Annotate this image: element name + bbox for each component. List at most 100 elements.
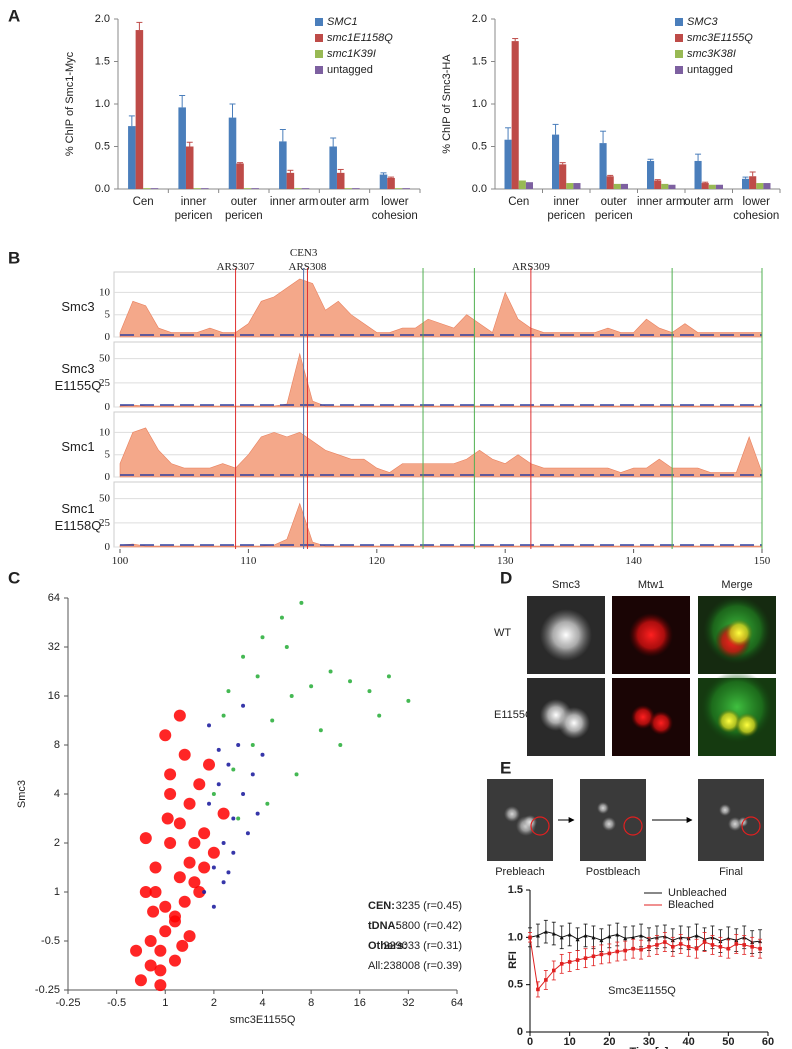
error-bar (702, 181, 709, 184)
legend-label: smc1K39I (327, 48, 376, 60)
point (647, 945, 651, 949)
scatter-point (216, 782, 221, 787)
y-tick-label: 1.0 (508, 931, 523, 943)
track-frame (113, 481, 763, 548)
bar (128, 126, 136, 189)
scatter-point (207, 723, 212, 728)
x-tick-label: 32 (402, 997, 414, 1009)
track-name-box: Smc3 (61, 299, 95, 314)
scatter-point (241, 654, 246, 659)
point (655, 943, 659, 947)
point (535, 933, 540, 938)
y-tick-label: 5 (105, 449, 111, 461)
x-tick-label: Cen (132, 196, 154, 208)
point (663, 940, 667, 944)
scatter-point (245, 831, 250, 836)
column-label: Merge (721, 579, 752, 591)
x-tick-label: 100 (112, 555, 129, 567)
bar (228, 117, 237, 189)
row-label: WT (494, 627, 511, 639)
line (529, 931, 761, 943)
bar (654, 180, 662, 189)
scatter-point (159, 925, 172, 938)
error-bar (607, 174, 614, 177)
scatter-point (338, 743, 343, 747)
legend-label: tDNA: (368, 920, 399, 932)
x-tick-label: inner arm (636, 196, 686, 208)
y-axis-label: % ChIP of Smc1-Myc (64, 51, 76, 156)
scatter-point (178, 895, 191, 908)
y-tick-label: 1.5 (472, 56, 487, 68)
scatter-point (318, 728, 323, 733)
signal-spot (717, 709, 741, 733)
bar (661, 183, 669, 189)
scatter-point (178, 748, 191, 761)
scatter-point (193, 886, 206, 898)
error-bar (136, 21, 143, 31)
point (544, 978, 548, 982)
x-tick-label: -0.5 (107, 997, 126, 1009)
signal-spot (504, 806, 520, 822)
error-bar (229, 103, 236, 118)
scatter-point (299, 600, 304, 605)
legend-stats: 229033 (r=0.31) (383, 940, 462, 952)
point (694, 933, 699, 938)
legend-swatch (315, 34, 323, 42)
error-bar (559, 162, 566, 165)
scatter-point (250, 772, 255, 777)
bar (518, 180, 526, 189)
point (536, 987, 540, 992)
track-name: Smc3 (61, 299, 95, 314)
scatter-point (147, 905, 160, 918)
point (734, 942, 739, 946)
bar (150, 188, 159, 189)
x-tick-label: 110 (240, 555, 257, 567)
x-tick-label: 120 (369, 555, 386, 567)
scatter-point (139, 832, 152, 845)
scatter-point (221, 713, 226, 718)
bar (243, 188, 252, 189)
coverage-area (119, 427, 763, 478)
scatter-point (173, 709, 186, 722)
x-tick-label-box: outer arm (320, 196, 369, 208)
y-tick-label: 0 (105, 331, 111, 343)
error-bar (749, 171, 756, 177)
point (575, 958, 580, 962)
x-tick-label: inner pericen (174, 196, 213, 222)
y-tick-label: 0.5 (508, 979, 523, 991)
signal-spot (523, 815, 537, 829)
y-tick-label: 2 (54, 837, 60, 849)
point (639, 947, 643, 952)
legend-swatch (675, 34, 683, 42)
point (694, 946, 699, 951)
scatter-point (159, 729, 172, 742)
y-tick-label: 0 (517, 1026, 523, 1038)
bar (236, 163, 244, 189)
x-axis-label: smc3E1155Q (230, 1014, 296, 1026)
point (623, 936, 628, 941)
coverage-area (119, 278, 763, 338)
scatter-point (367, 689, 372, 694)
bar (559, 164, 567, 189)
y-tick-label: 2.0 (95, 13, 110, 25)
bar (701, 183, 709, 189)
scatter-point (348, 679, 353, 684)
y-tick-label: 2.0 (472, 13, 487, 25)
signal-spot (558, 707, 590, 739)
scatter-point (168, 915, 181, 928)
track-name: Smc1 E1158Q (54, 501, 102, 533)
error-bar (287, 169, 294, 173)
coverage-area (119, 502, 763, 548)
signal-spot (540, 609, 592, 661)
legend-swatch (315, 18, 323, 26)
bar (742, 178, 750, 189)
scatter-point (294, 772, 299, 777)
track-frame (113, 341, 763, 408)
x-tick-label-box: Cen (132, 196, 154, 208)
stage-label: Prebleach (495, 866, 545, 878)
scatter-point (279, 615, 284, 620)
x-tick-label: 30 (643, 1036, 655, 1048)
x-tick-label-box: inner pericen (174, 196, 213, 222)
scatter-point (241, 792, 246, 796)
